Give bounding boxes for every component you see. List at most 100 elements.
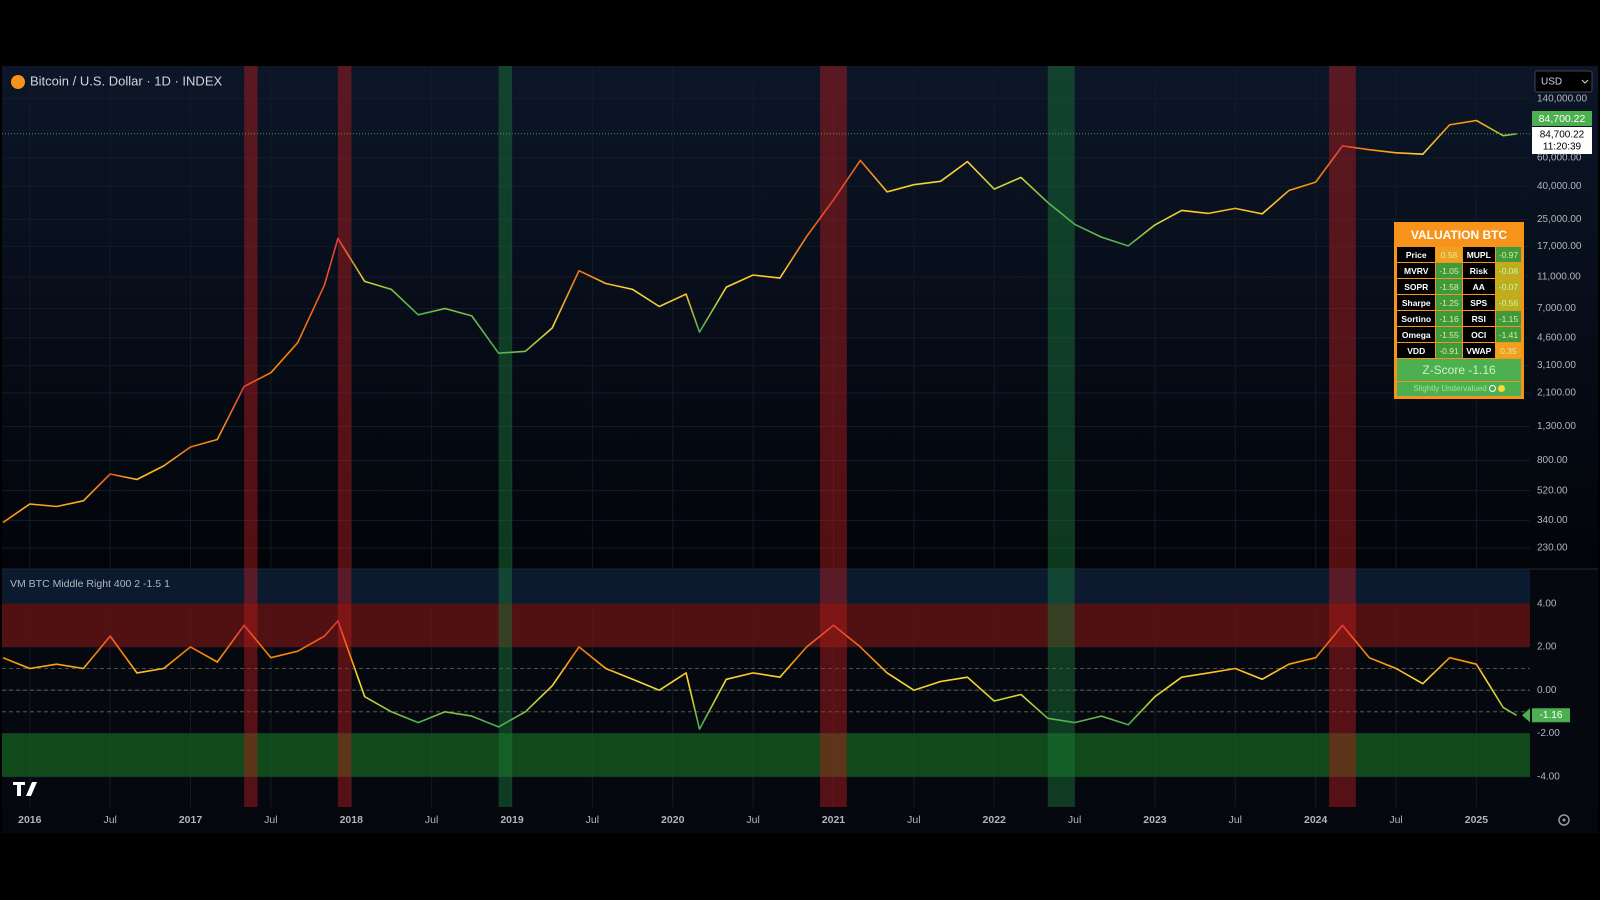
y-tick-label: 40,000.00 [1537, 181, 1582, 192]
x-tick-label: 2018 [340, 814, 364, 826]
metric-value: -0.97 [1495, 247, 1521, 262]
zone-band [2, 603, 1530, 647]
metric-name: RSI [1462, 311, 1495, 326]
metric-name: Omega [1397, 327, 1436, 342]
price-tag [1532, 111, 1592, 126]
x-tick-label: 2017 [179, 814, 203, 826]
metric-name: SPS [1462, 295, 1495, 310]
y-tick-label: 0.00 [1537, 685, 1557, 696]
y-tick-label: 230.00 [1537, 542, 1568, 553]
countdown: 11:20:39 [1543, 142, 1582, 153]
y-tick-label: -2.00 [1537, 728, 1560, 739]
price-box-label: 84,700.22 [1540, 130, 1585, 141]
status: Slightly Undervalued [1413, 384, 1487, 393]
indicator-title: VM BTC Middle Right 400 2 -1.5 1 [10, 578, 170, 590]
valuation-row: Omega -1.55 OCI -1.41 [1397, 327, 1521, 342]
x-tick-label: 2022 [983, 814, 1007, 826]
marks [2, 119, 1530, 730]
x-tick-label: Jul [1229, 814, 1242, 826]
metric-name: OCI [1462, 327, 1495, 342]
metric-value: -0.07 [1495, 279, 1521, 294]
signal-highlight [820, 66, 847, 807]
metric-name: Price [1397, 247, 1436, 262]
metric-value: -1.16 [1436, 311, 1462, 326]
x-tick-label: Jul [746, 814, 759, 826]
metric-name: AA [1462, 279, 1495, 294]
metric-value: -1.58 [1436, 279, 1462, 294]
last-value-tag [1532, 708, 1570, 723]
y-tick-label: 25,000.00 [1537, 214, 1582, 225]
y-tick-label: 2,100.00 [1537, 388, 1576, 399]
metric-name: Sharpe [1397, 295, 1436, 310]
valuation-row: Sharpe -1.25 SPS -0.56 [1397, 295, 1521, 310]
series-line [2, 620, 1518, 730]
y-tick-label: 340.00 [1537, 515, 1568, 526]
metric-name: SOPR [1397, 279, 1436, 294]
metric-name: Risk [1462, 263, 1495, 278]
metric-value: 0.58 [1436, 247, 1462, 262]
currency-select[interactable] [1534, 70, 1593, 93]
x-tick-label: 2016 [18, 814, 42, 826]
x-tick-label: Jul [1389, 814, 1402, 826]
valuation-row: Price 0.58 MUPL -0.97 [1397, 247, 1521, 262]
signal-highlight [498, 66, 512, 807]
status-dot [1497, 385, 1505, 393]
y-tick-label: 4.00 [1537, 598, 1557, 609]
x-tick-label: Jul [264, 814, 277, 826]
metric-value: -0.91 [1436, 343, 1462, 358]
y-tick-label: 7,000.00 [1537, 303, 1576, 314]
metric-name: Sortino [1397, 311, 1436, 326]
valuation-row: Sortino -1.16 RSI -1.15 [1397, 311, 1521, 326]
valuation-row: MVRV -1.05 Risk -0.08 [1397, 263, 1521, 278]
x-tick-label: 2023 [1143, 814, 1167, 826]
bitcoin-icon [11, 75, 25, 89]
zscore: Z-Score -1.16 [1397, 359, 1521, 381]
y-tick-label: 60,000.00 [1537, 153, 1582, 164]
valuation-grid: Price 0.58 MUPL -0.97 MVRV -1.05 Risk -0.08 SOPR… [1396, 246, 1522, 359]
y-tick-label: 11,000.00 [1537, 271, 1581, 282]
last-value-label: -1.16 [1540, 710, 1563, 721]
metric-name: MVRV [1397, 263, 1436, 278]
y-tick-label: 3,100.00 [1537, 360, 1576, 371]
x-tick-label: 2019 [500, 814, 524, 826]
metric-name: MUPL [1462, 247, 1495, 262]
settings-button[interactable] [1558, 814, 1570, 826]
metric-value: -0.08 [1495, 263, 1521, 278]
last-value-arrow [1522, 708, 1530, 723]
metric-value: -1.05 [1436, 263, 1462, 278]
x-tick-label: 2020 [661, 814, 685, 826]
status-row: Slightly Undervalued [1397, 382, 1521, 396]
price-tag-label: 84,700.22 [1539, 113, 1586, 125]
symbol-title: Bitcoin / U.S. Dollar · 1D · INDEX [30, 73, 222, 88]
x-tick-label: 2024 [1304, 814, 1328, 826]
y-tick-label: 4,600.00 [1537, 333, 1576, 344]
chevron [1581, 79, 1589, 84]
x-tick-label: Jul [907, 814, 920, 826]
y-tick-label: 2.00 [1537, 642, 1557, 653]
x-tick-label: Jul [103, 814, 116, 826]
y-tick-label: 140,000.00 [1537, 93, 1587, 104]
metric-name: VDD [1397, 343, 1436, 358]
x-tick-label: Jul [586, 814, 599, 826]
y-tick-label: 17,000.00 [1537, 241, 1582, 252]
x-tick-label: 2025 [1465, 814, 1489, 826]
metric-value: -1.41 [1495, 327, 1521, 342]
signal-highlight [244, 66, 258, 807]
metric-name: VWAP [1462, 343, 1495, 358]
logo [13, 782, 37, 796]
valuation-table: VALUATION BTC Price 0.58 MUPL -0.97 MVRV -1.0… [1394, 222, 1524, 399]
y-tick-label: 520.00 [1537, 485, 1568, 496]
metric-value: -1.25 [1436, 295, 1462, 310]
settings-dot [1562, 818, 1566, 822]
series-line [2, 119, 1517, 524]
oscillator-top [2, 569, 1530, 603]
x-tick-label: Jul [425, 814, 438, 826]
x-tick-label: Jul [1068, 814, 1081, 826]
signal-highlight [1047, 66, 1075, 807]
valuation-row: SOPR -1.58 AA -0.07 [1397, 279, 1521, 294]
metric-value: -0.56 [1495, 295, 1521, 310]
x-tick-label: 2021 [822, 814, 846, 826]
metric-value: -1.15 [1495, 311, 1521, 326]
y-tick-label: 1,300.00 [1537, 421, 1576, 432]
